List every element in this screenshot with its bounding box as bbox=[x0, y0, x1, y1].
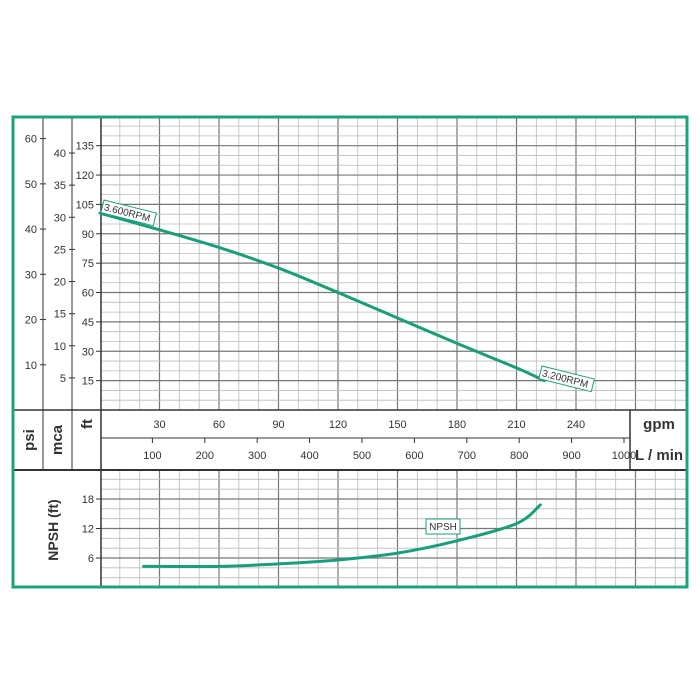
ft-tick-label: 135 bbox=[76, 141, 94, 153]
ft-tick-label: 105 bbox=[76, 199, 94, 211]
psi-tick-label: 20 bbox=[25, 315, 37, 327]
gpm-axis-title: gpm bbox=[643, 416, 675, 433]
npsh-tick-label: 12 bbox=[82, 524, 94, 536]
lmin-tick-label: 800 bbox=[510, 450, 528, 462]
curve-labels: 3.600RPM 3.200RPM NPSH bbox=[100, 199, 596, 535]
mca-tick-label: 40 bbox=[54, 148, 66, 160]
psi-tick-label: 30 bbox=[25, 269, 37, 281]
lmin-tick-label: 400 bbox=[300, 450, 318, 462]
ft-tick-label: 75 bbox=[82, 258, 94, 270]
npsh-tick-label: 6 bbox=[88, 553, 94, 565]
lmin-tick-label: 100 bbox=[143, 450, 161, 462]
ft-axis-title: ft bbox=[79, 419, 96, 429]
ft-tick-label: 120 bbox=[76, 170, 94, 182]
x-axis-band bbox=[101, 410, 687, 470]
lmin-tick-label: 300 bbox=[248, 450, 266, 462]
gpm-tick-label: 210 bbox=[507, 419, 525, 431]
npsh-axis-title: NPSH (ft) bbox=[45, 499, 61, 560]
grid bbox=[101, 117, 687, 587]
outer-border bbox=[11, 115, 689, 589]
mca-tick-label: 20 bbox=[54, 277, 66, 289]
psi-tick-label: 50 bbox=[25, 179, 37, 191]
lmin-tick-label: 500 bbox=[353, 450, 371, 462]
lmin-tick-label: 1000 bbox=[612, 450, 636, 462]
mca-tick-label: 25 bbox=[54, 244, 66, 256]
gpm-tick-label: 60 bbox=[213, 419, 225, 431]
mca-tick-label: 10 bbox=[54, 341, 66, 353]
label-3200rpm: 3.200RPM bbox=[538, 365, 596, 393]
lmin-axis-title: L / min bbox=[635, 447, 683, 464]
npsh-tick-label: 18 bbox=[82, 494, 94, 506]
pump-head-curve bbox=[98, 211, 546, 383]
gpm-tick-label: 240 bbox=[567, 419, 585, 431]
ft-tick-label: 60 bbox=[82, 288, 94, 300]
npsh-curve bbox=[142, 503, 542, 569]
mca-axis-title: mca bbox=[49, 424, 66, 455]
lmin-tick-label: 900 bbox=[562, 450, 580, 462]
lmin-tick-label: 200 bbox=[196, 450, 214, 462]
ft-tick-label: 15 bbox=[82, 376, 94, 388]
lmin-tick-label: 600 bbox=[405, 450, 423, 462]
lmin-tick-label: 700 bbox=[458, 450, 476, 462]
gpm-tick-label: 180 bbox=[448, 419, 466, 431]
gpm-tick-label: 90 bbox=[272, 419, 284, 431]
ft-tick-label: 30 bbox=[82, 346, 94, 358]
mca-tick-label: 15 bbox=[54, 309, 66, 321]
mca-tick-label: 35 bbox=[54, 180, 66, 192]
psi-tick-label: 40 bbox=[25, 224, 37, 236]
axes: 10 20 30 40 50 60 5 10 15 20 25 30 35 40 15 30 45 60 75 90 1… bbox=[13, 117, 687, 587]
psi-tick-label: 10 bbox=[25, 360, 37, 372]
gpm-tick-label: 120 bbox=[329, 419, 347, 431]
mca-tick-label: 5 bbox=[60, 373, 66, 385]
curves bbox=[98, 211, 546, 569]
ft-tick-label: 45 bbox=[82, 317, 94, 329]
label-npsh: NPSH bbox=[425, 518, 461, 535]
gpm-tick-label: 150 bbox=[388, 419, 406, 431]
gpm-tick-label: 30 bbox=[153, 419, 165, 431]
mca-tick-label: 30 bbox=[54, 212, 66, 224]
psi-tick-label: 60 bbox=[25, 134, 37, 146]
svg-text:NPSH: NPSH bbox=[429, 522, 457, 533]
psi-axis-title: psi bbox=[21, 429, 38, 451]
ft-tick-label: 90 bbox=[82, 229, 94, 241]
